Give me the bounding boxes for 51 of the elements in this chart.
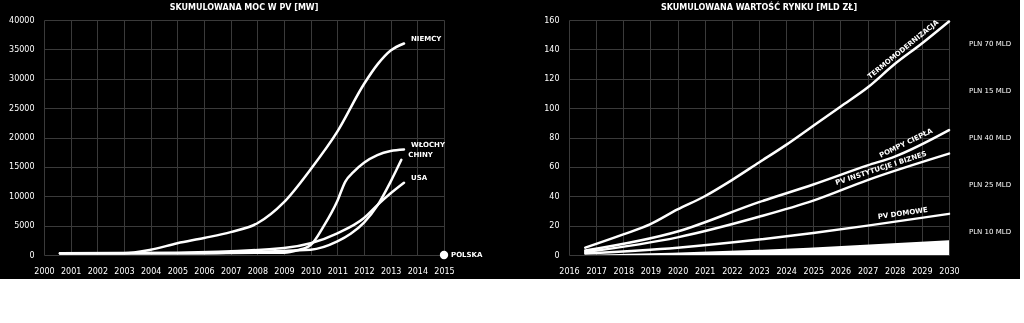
x-tick-label: 2019 [640,266,662,276]
x-tick-label: 2001 [60,266,82,276]
y-tick-label: 25000 [9,103,35,113]
x-tick-label: 2028 [885,266,906,276]
y-tick-label: 10000 [9,191,35,201]
x-tick-label: 2012 [354,266,375,276]
x-tick-label: 2005 [167,266,189,276]
y-tick-label: 20000 [9,133,35,142]
y-tick-label: 35000 [9,44,35,54]
x-tick-label: 2013 [380,266,402,276]
x-tick-label: 2020 [667,266,689,276]
x-tick-label: 2007 [220,266,242,276]
y-tick-label: 20 [549,221,560,231]
x-tick-label: 2014 [407,266,429,276]
x-tick-label: 2004 [140,266,162,276]
x-tick-label: 2000 [34,266,55,276]
y-tick-label: 100 [544,103,560,113]
y-tick-label: 160 [544,15,560,25]
y-tick-label: 40 [549,191,560,201]
y-tick-label: 0 [29,250,35,260]
y-tick-label: 120 [544,74,560,84]
x-tick-label: 2024 [776,266,797,276]
x-tick-label: 2026 [830,266,852,276]
x-tick-label: 2002 [87,266,109,276]
x-tick-label: 2015 [434,266,455,276]
x-tick-label: 2027 [857,266,879,276]
x-tick-label: 2030 [939,266,960,276]
x-tick-label: 2029 [912,266,933,276]
x-tick-label: 2021 [695,266,716,276]
x-tick-label: 2025 [803,266,824,276]
x-tick-label: 2017 [586,266,607,276]
y-tick-label: 60 [549,162,560,172]
x-tick-label: 2016 [559,266,580,276]
y-tick-label: 15000 [9,162,35,172]
x-tick-label: 2008 [247,266,269,276]
x-tick-label: 2006 [194,266,215,276]
x-tick-label: 2009 [274,266,295,276]
y-tick-label: 5000 [14,221,35,231]
x-tick-label: 2022 [722,266,743,276]
x-tick-label: 2003 [114,266,135,276]
chart-title: SKUMULOWANA MOC W PV [MW] [169,3,319,12]
y-tick-label: 40000 [9,15,35,25]
y-tick-label: 30000 [9,74,35,84]
x-tick-label: 2010 [300,266,322,276]
y-tick-label: 0 [554,250,560,260]
chart-title: SKUMULOWANA WARTOŚĆ RYNKU [MLD ZŁ] [660,1,858,12]
x-tick-label: 2011 [327,266,349,276]
x-tick-label: 2023 [749,266,770,276]
y-tick-label: 140 [544,44,560,54]
x-tick-label: 2018 [613,266,634,276]
y-tick-label: 80 [549,133,560,142]
